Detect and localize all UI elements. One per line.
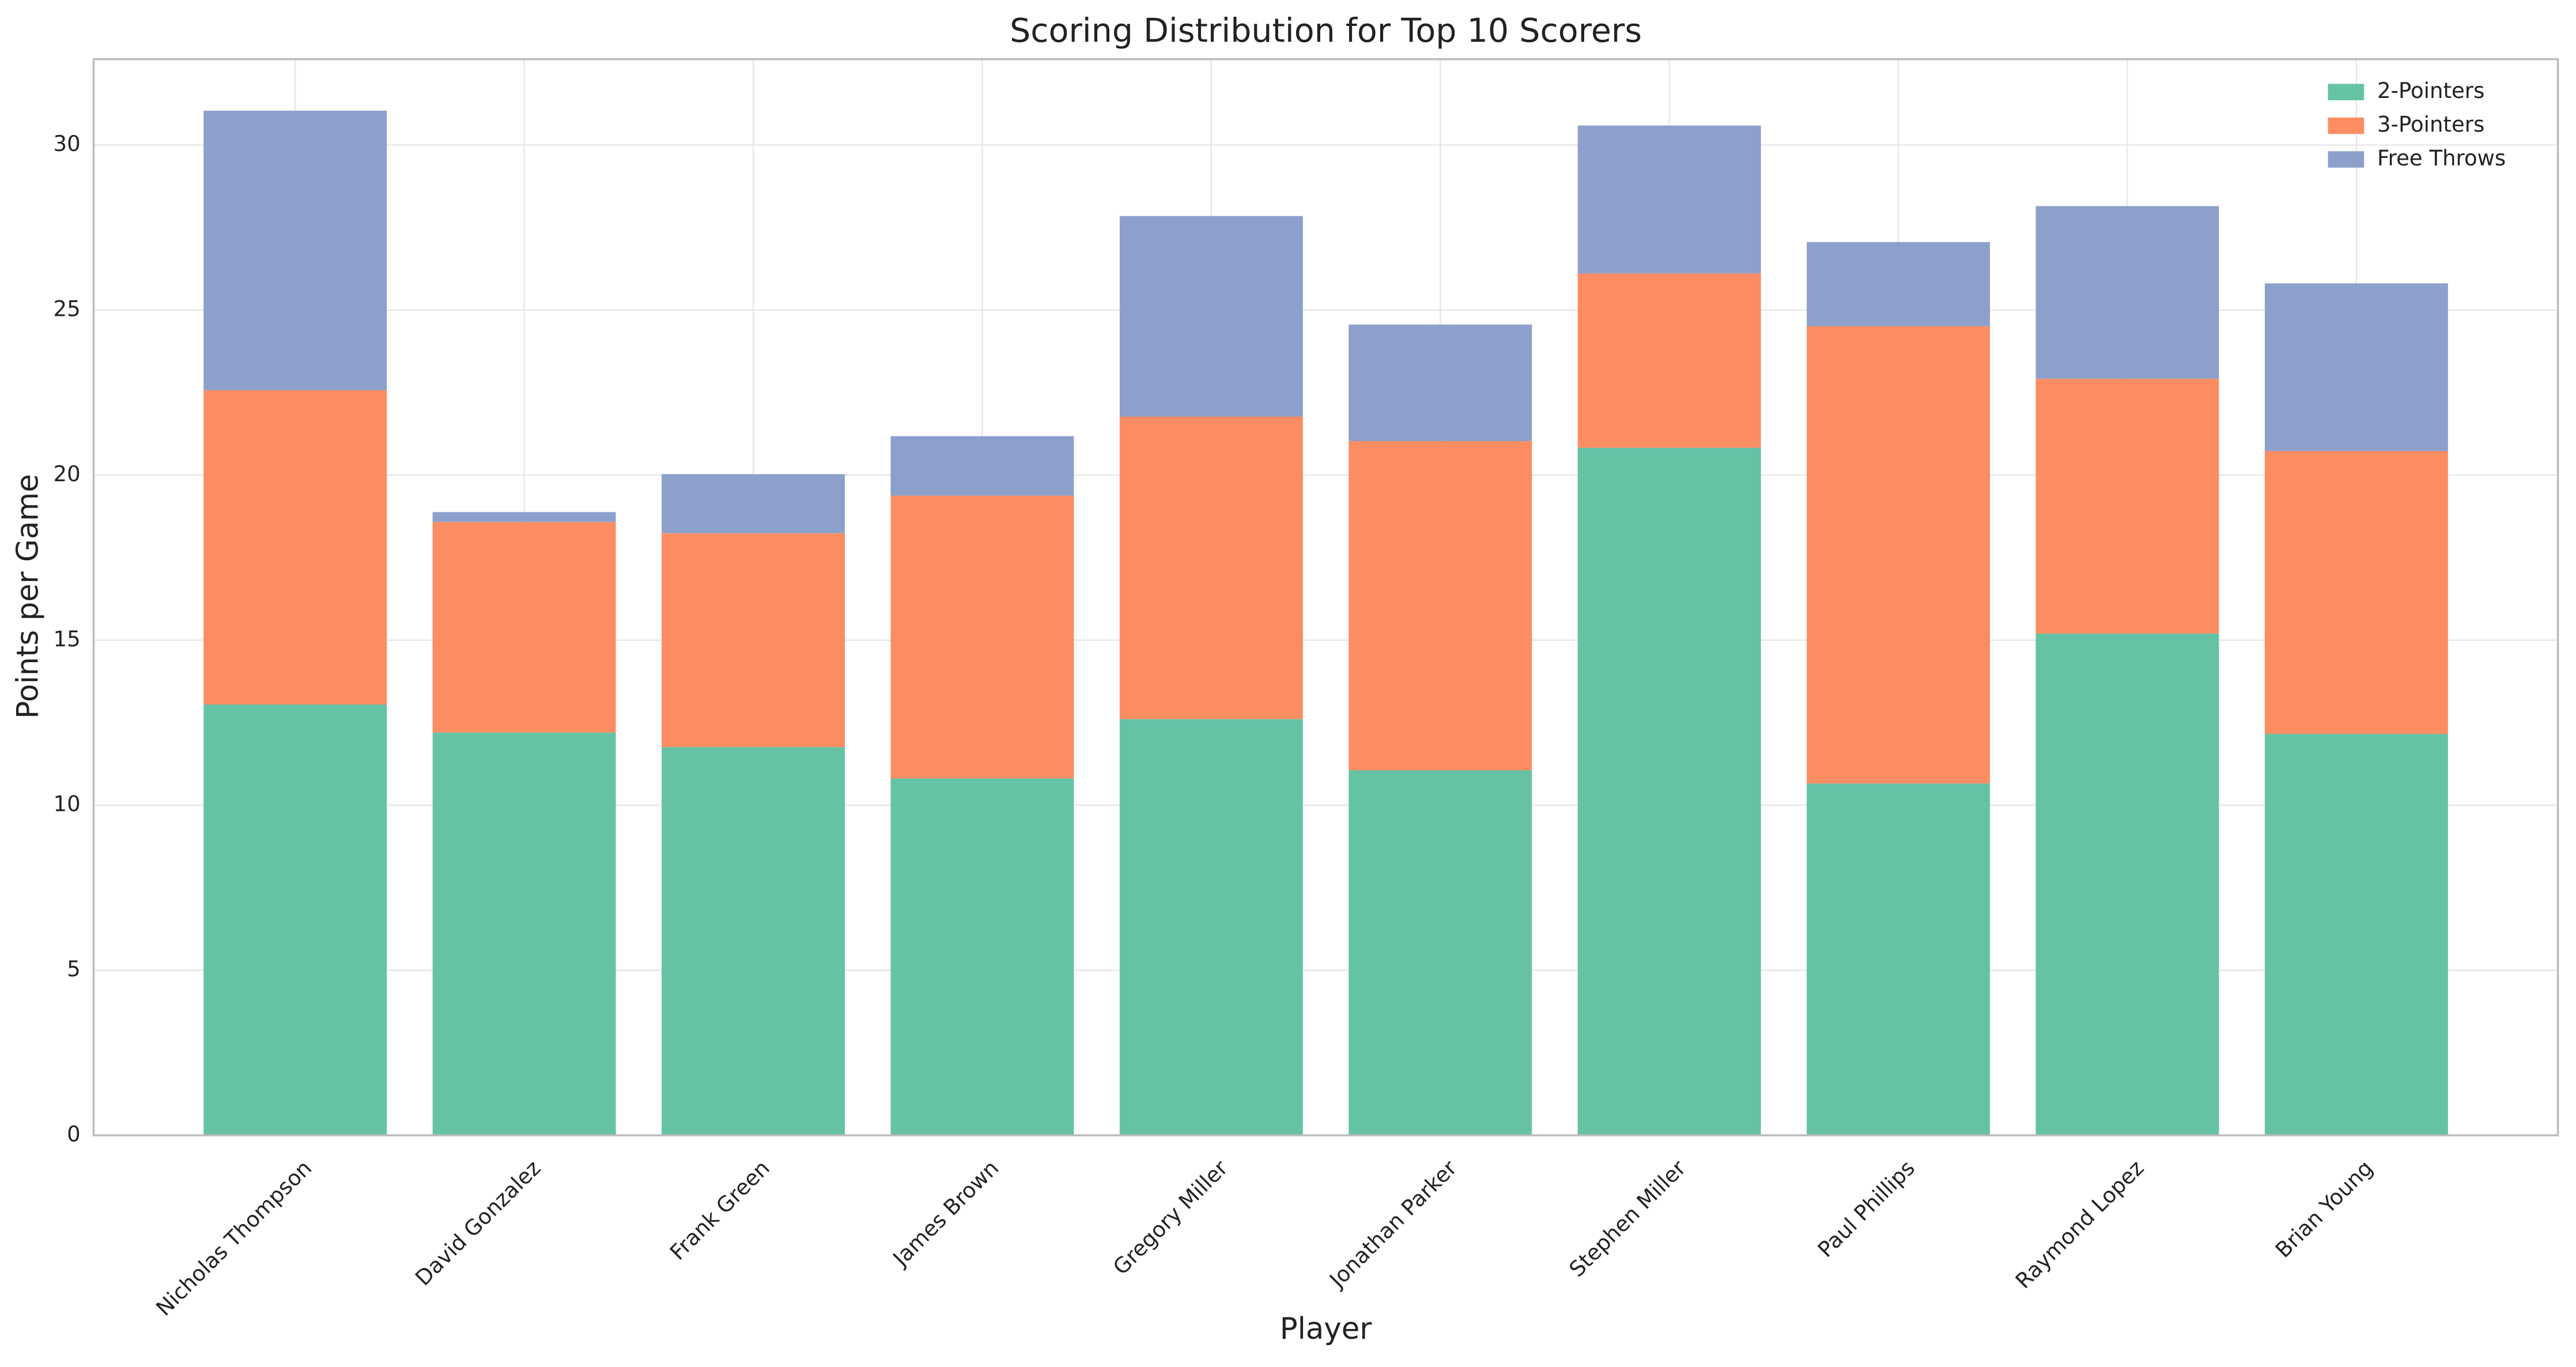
- bar-segment: [1349, 770, 1532, 1135]
- bar-segment: [432, 512, 616, 522]
- x-axis-label: Player: [1280, 1312, 1373, 1346]
- bar-segment: [1119, 719, 1303, 1135]
- y-axis-label: Points per Game: [10, 474, 45, 719]
- bar-segment: [2035, 206, 2219, 379]
- bar-segment: [662, 474, 845, 534]
- chart-title: Scoring Distribution for Top 10 Scorers: [1010, 12, 1642, 50]
- bar-segment: [1349, 441, 1532, 771]
- y-tick-label: 0: [67, 1121, 81, 1146]
- bar-segment: [1577, 447, 1761, 1135]
- bar-segment: [1119, 216, 1303, 417]
- y-tick-label: 30: [54, 131, 81, 156]
- bar-segment: [1807, 783, 1990, 1135]
- x-tick-label: Jonathan Parker: [1324, 1155, 1462, 1293]
- bar-segment: [432, 522, 616, 733]
- legend-swatch: [2328, 117, 2365, 134]
- bar-segment: [432, 732, 616, 1135]
- x-tick-label: James Brown: [887, 1155, 1003, 1271]
- bar-segment: [662, 533, 845, 747]
- legend-swatch: [2328, 151, 2365, 168]
- bar-segment: [1577, 125, 1761, 274]
- y-tick-label: 5: [67, 957, 81, 981]
- x-tick-label: Brian Young: [2271, 1155, 2378, 1263]
- bar-segment: [1349, 324, 1532, 441]
- y-tick-label: 25: [54, 297, 81, 322]
- legend-label: Free Throws: [2377, 146, 2506, 171]
- bar-segment: [203, 704, 387, 1135]
- x-tick-label: Stephen Miller: [1565, 1155, 1691, 1282]
- bar-segment: [1807, 326, 1990, 784]
- y-tick-label: 10: [54, 792, 81, 817]
- legend-label: 2-Pointers: [2377, 78, 2484, 103]
- bar-segment: [2035, 633, 2219, 1135]
- bar-segment: [1577, 273, 1761, 448]
- bar-segment: [890, 495, 1074, 779]
- bar-segment: [2264, 451, 2448, 734]
- y-tick-label: 20: [54, 462, 81, 486]
- x-tick-label: Raymond Lopez: [2011, 1155, 2148, 1293]
- y-tick-label: 15: [54, 626, 81, 651]
- bar-segment: [2035, 379, 2219, 634]
- x-tick-label: David Gonzalez: [410, 1155, 545, 1290]
- bar-segment: [203, 390, 387, 705]
- bar-segment: [1807, 242, 1990, 327]
- bar-segment: [890, 436, 1074, 496]
- bar-segment: [2264, 734, 2448, 1135]
- x-tick-label: Gregory Miller: [1108, 1155, 1233, 1280]
- plot-frame: [92, 58, 2559, 1136]
- legend-swatch: [2328, 84, 2365, 100]
- bar-segment: [890, 778, 1074, 1135]
- bar-segment: [662, 747, 845, 1135]
- bar-segment: [1119, 417, 1303, 719]
- bar-segment: [2264, 283, 2448, 451]
- legend-label: 3-Pointers: [2377, 112, 2484, 137]
- x-tick-label: Frank Green: [665, 1155, 775, 1265]
- x-tick-label: Paul Phillips: [1813, 1155, 1920, 1262]
- bar-segment: [203, 111, 387, 391]
- x-tick-label: Nicholas Thompson: [152, 1155, 317, 1321]
